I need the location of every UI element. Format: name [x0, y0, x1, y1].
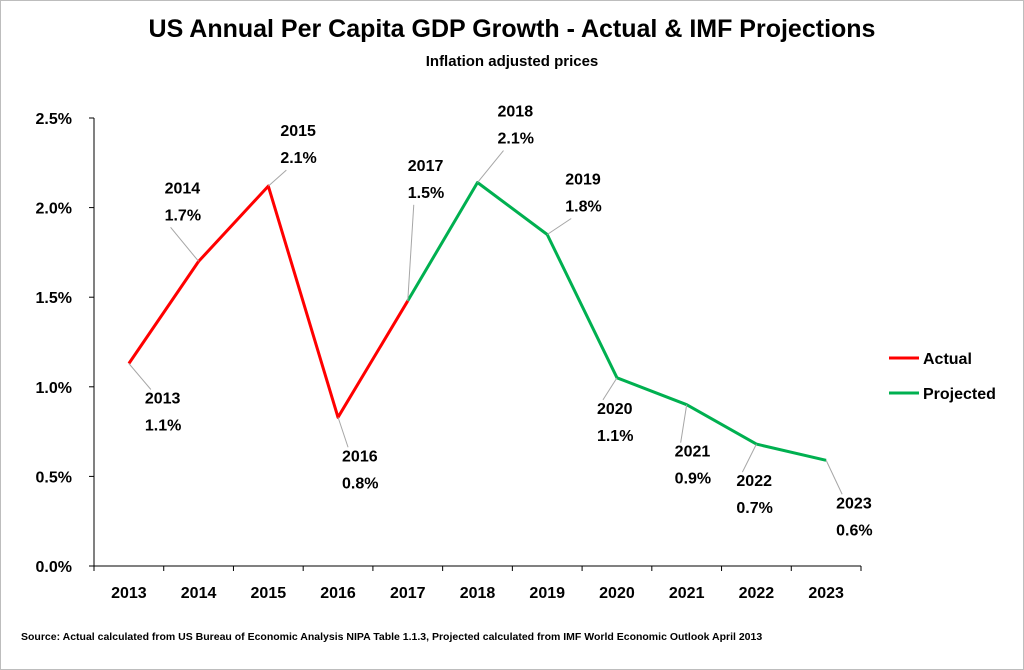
label-leader-line	[267, 169, 287, 187]
x-tick-label: 2017	[390, 585, 426, 602]
x-tick-label: 2020	[599, 585, 635, 602]
data-label: 2018 2.1%	[498, 104, 534, 148]
x-tick-label: 2018	[460, 585, 496, 602]
label-leader-line	[602, 377, 618, 401]
data-label: 2019 1.8%	[565, 171, 601, 215]
x-tick-label: 2019	[529, 585, 565, 602]
y-tick-label: 2.5%	[36, 111, 72, 128]
y-tick-label: 1.5%	[36, 290, 72, 307]
source-note: Source: Actual calculated from US Bureau…	[21, 631, 763, 643]
y-tick-label: 1.0%	[36, 380, 72, 397]
data-label: 2017 1.5%	[408, 158, 444, 202]
x-tick-label: 2014	[181, 585, 217, 602]
x-tick-label: 2015	[251, 585, 287, 602]
x-tick-label: 2023	[808, 585, 844, 602]
series-line-actual	[127, 184, 410, 419]
legend-label-actual: Actual	[923, 351, 972, 368]
label-leader-line	[337, 417, 349, 448]
chart-title: US Annual Per Capita GDP Growth - Actual…	[148, 15, 876, 43]
label-leader-line	[741, 443, 757, 473]
data-label: 2022 0.7%	[736, 473, 772, 517]
data-label: 2013 1.1%	[145, 391, 181, 435]
data-label: 2023 0.6%	[836, 495, 872, 539]
y-tick-label: 0.0%	[36, 559, 72, 576]
label-leader-line	[407, 204, 415, 301]
x-tick-label: 2021	[669, 585, 705, 602]
label-leader-line	[680, 404, 688, 443]
label-leader-line	[128, 363, 152, 390]
series-line-projected	[406, 181, 827, 462]
y-tick-label: 0.5%	[36, 469, 72, 486]
data-label: 2016 0.8%	[342, 448, 378, 492]
label-leader-line	[825, 460, 843, 495]
label-leader-line	[170, 227, 199, 262]
label-leader-line	[477, 150, 504, 183]
data-label: 2021 0.9%	[675, 444, 711, 488]
y-tick-label: 2.0%	[36, 201, 72, 218]
x-tick-label: 2016	[320, 585, 356, 602]
x-tick-label: 2013	[111, 585, 147, 602]
data-label: 2020 1.1%	[597, 401, 633, 445]
legend-label-projected: Projected	[923, 386, 996, 403]
x-tick-label: 2022	[739, 585, 775, 602]
data-label: 2014 1.7%	[165, 180, 201, 224]
chart-subtitle: Inflation adjusted prices	[425, 53, 599, 70]
data-label: 2015 2.1%	[280, 123, 316, 167]
label-leader-line	[546, 218, 572, 235]
